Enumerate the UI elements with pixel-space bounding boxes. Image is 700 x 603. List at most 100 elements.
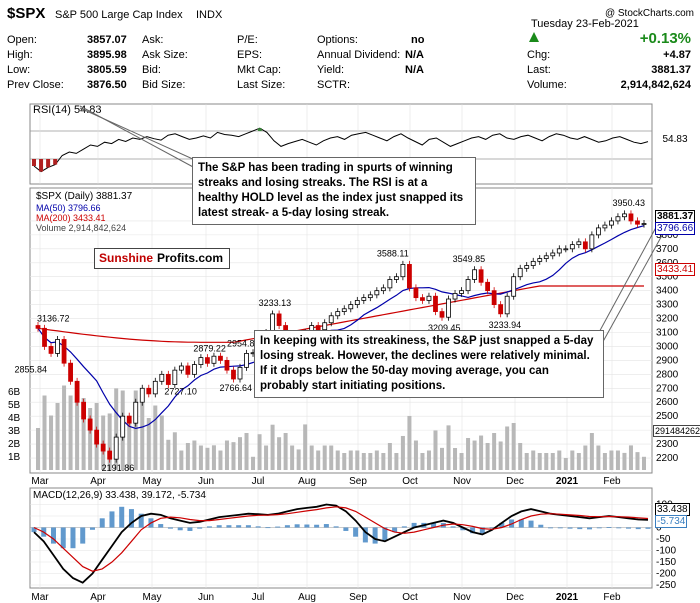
- candle-body: [211, 355, 217, 364]
- candle-body: [231, 369, 236, 380]
- volume-bar: [381, 453, 386, 470]
- macd-hist-bar: [245, 525, 251, 528]
- macd-title: MACD(12,26,9) 33.438, 39.172, -5.734: [33, 490, 206, 501]
- price-point-label: 2727.10: [164, 387, 197, 397]
- macd-hist-bar: [382, 527, 388, 541]
- candle-body: [341, 308, 347, 312]
- candle-body: [159, 373, 165, 382]
- bid-size-label: Bid Size:: [142, 79, 186, 91]
- volume-bar: [583, 445, 588, 470]
- price-point-label: 3233.94: [489, 320, 522, 330]
- macd-hist-bar: [80, 527, 86, 544]
- low-label: Low:: [7, 64, 31, 76]
- macd-tick-label: -150: [656, 557, 676, 568]
- price-point-label: 2879.22: [193, 343, 226, 353]
- candle-body: [589, 234, 595, 250]
- rsi-title: RSI(14) 54.83: [33, 104, 101, 116]
- candle-body: [465, 279, 471, 292]
- volume-bar: [231, 442, 236, 470]
- candle-body: [107, 450, 113, 460]
- month-label: Jun: [198, 592, 214, 603]
- volume-bar: [505, 426, 510, 470]
- price-point-label: 3588.11: [377, 248, 409, 258]
- macd-hist-bar: [138, 513, 144, 528]
- quote-table: Open: 3857.07 High: 3895.98 Low: 3805.59…: [7, 18, 697, 97]
- volume-bar: [296, 449, 301, 470]
- price-tick-label: 3500: [656, 272, 679, 283]
- price-tick-label: 2700: [656, 383, 679, 394]
- macd-hist-bar: [323, 524, 329, 528]
- macd-hist-bar: [557, 527, 563, 529]
- candle-body: [315, 325, 321, 331]
- volume-bar: [589, 433, 594, 470]
- macd-hist-bar: [645, 527, 651, 529]
- volume-bar: [635, 452, 640, 470]
- volume-bar: [49, 415, 54, 470]
- up-arrow-icon: [529, 32, 539, 42]
- month-label: Aug: [298, 476, 316, 487]
- volume-bar: [531, 450, 536, 470]
- volume-bar: [479, 435, 484, 470]
- candle-body: [556, 248, 562, 254]
- yield-value: N/A: [405, 64, 424, 76]
- candle-body: [498, 304, 504, 315]
- macd-hist-bar: [314, 524, 320, 528]
- macd-hist-bar: [431, 522, 437, 528]
- volume-bar: [179, 450, 184, 470]
- rsi-oversold-fill: [46, 159, 51, 168]
- month-label: Oct: [402, 592, 418, 603]
- rsi-last-label: 54.83: [662, 134, 687, 145]
- price-tick-label: 2200: [656, 453, 679, 464]
- candle-body: [322, 322, 328, 331]
- rsi-oversold-fill: [53, 159, 58, 165]
- last-value: 3881.37: [651, 64, 691, 76]
- chg-value: +4.87: [663, 49, 691, 61]
- macd-hist-bar: [489, 527, 495, 529]
- candle-body: [152, 380, 158, 395]
- volume-bar: [107, 413, 112, 470]
- candle-body: [328, 315, 334, 324]
- candle-body: [387, 279, 393, 289]
- candle-body: [452, 293, 458, 300]
- ma50-value-box: 3796.66: [655, 222, 696, 235]
- volume-bar: [622, 452, 627, 470]
- candle-body: [407, 264, 412, 289]
- volume-bar: [602, 453, 607, 470]
- volume-bar: [153, 405, 158, 470]
- candle-body: [472, 269, 477, 280]
- macd-hist-bar: [538, 524, 544, 528]
- candle-body: [635, 220, 640, 225]
- volume-value-box: 2914842624: [653, 425, 700, 437]
- candle-body: [367, 294, 373, 299]
- month-label: Aug: [298, 592, 316, 603]
- candle-body: [139, 387, 145, 403]
- macd-hist-bar: [616, 527, 622, 529]
- prev-close-value: 3876.50: [87, 79, 127, 91]
- candle-body: [335, 311, 341, 317]
- volume-bar: [355, 450, 360, 470]
- month-label: Apr: [90, 476, 106, 487]
- high-label: High:: [7, 49, 33, 61]
- prev-close-label: Prev Close:: [7, 79, 64, 91]
- price-tick-label: 2900: [656, 355, 679, 366]
- high-value: 3895.98: [87, 49, 127, 61]
- volume-bar: [426, 450, 431, 470]
- macd-hist-bar: [372, 527, 378, 544]
- macd-hist-bar: [236, 525, 242, 528]
- volume-bar: [485, 443, 490, 470]
- symbol-title: $SPX: [7, 5, 46, 22]
- macd-hist-bar: [304, 524, 310, 528]
- price-point-label: 3136.72: [37, 313, 70, 323]
- month-label: Sep: [349, 476, 367, 487]
- candle-body: [55, 339, 60, 354]
- volume-bar: [290, 445, 295, 470]
- change-percent: +0.13%: [639, 30, 691, 47]
- volume-label: Volume:: [527, 79, 567, 91]
- candle-body: [172, 369, 178, 385]
- candle-body: [530, 260, 536, 266]
- brand-logo: Sunshine Profits.com: [94, 248, 230, 269]
- month-label: Apr: [90, 592, 106, 603]
- rsi-overbought-fill: [257, 128, 262, 131]
- volume-bar: [309, 445, 314, 470]
- volume-tick-label: 4B: [8, 413, 21, 424]
